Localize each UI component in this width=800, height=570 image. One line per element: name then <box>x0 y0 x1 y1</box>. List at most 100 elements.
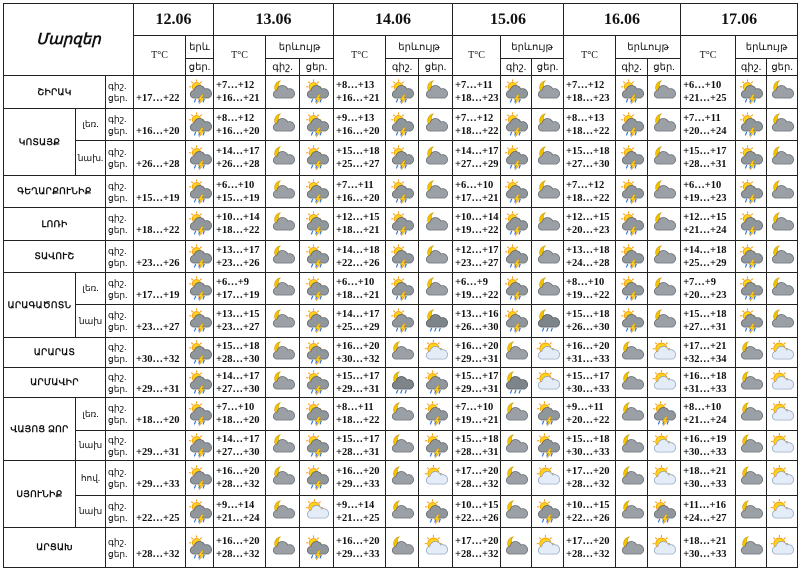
temperature: +7…+12 +18…+22 <box>452 108 502 141</box>
temperature: +15…+18 +26…+30 <box>563 304 617 338</box>
time-labels: գիշ. ցեր. <box>105 272 134 305</box>
icon-part <box>631 213 634 216</box>
icon-part <box>314 480 322 491</box>
time-labels: գիշ. ցեր. <box>105 430 134 461</box>
weather-icon <box>424 369 448 395</box>
icon-part <box>310 554 313 559</box>
icon-part <box>202 230 205 235</box>
temperature: +14…+17 +25…+29 <box>333 304 387 338</box>
temperature-range: +14…+18 <box>336 244 380 256</box>
weather-cell <box>531 304 565 338</box>
temperature-range: +17…+20 <box>566 535 610 547</box>
temperature: +8…+12 +16…+20 <box>213 108 266 141</box>
weather-cell <box>385 397 420 431</box>
icon-part <box>199 147 202 150</box>
icon-part <box>401 147 405 150</box>
temperature-range: +15…+19 <box>136 192 180 204</box>
temperature-range: +6…+10 <box>683 80 722 91</box>
temperature-range: +14…+17 <box>216 146 260 157</box>
weather-cell <box>531 337 565 368</box>
icon-part <box>425 540 448 554</box>
icon-part <box>518 131 521 136</box>
icon-part <box>783 434 786 437</box>
icon-part <box>509 389 513 394</box>
temperature-range: +15…+18 <box>566 146 610 157</box>
icon-part <box>654 85 676 99</box>
icon-part <box>314 258 322 269</box>
temperature-range: +17…+20 <box>455 466 499 477</box>
icon-part <box>202 295 205 300</box>
icon-part <box>392 113 396 116</box>
icon-part <box>197 480 205 491</box>
weather-cell <box>265 397 300 431</box>
icon-part <box>310 452 313 457</box>
temperature-range: +16…+20 <box>455 340 499 352</box>
icon-part <box>399 258 407 269</box>
weather-cell <box>418 527 454 568</box>
icon-part <box>537 117 560 131</box>
icon-part <box>621 85 644 99</box>
icon-part <box>621 504 644 518</box>
date: 14.06 <box>333 3 454 36</box>
icon-part <box>199 213 202 216</box>
temperature-range: +28…+32 <box>216 548 260 560</box>
icon-part <box>190 245 193 248</box>
temperature: +16…+20 +30…+32 <box>333 337 387 368</box>
icon-part <box>515 147 519 150</box>
temperature-range: +28…+31 <box>336 446 380 458</box>
table-head: Մարզեր 12.06 13.06 14.06 15.06 16.06 17.06 T°C ե… <box>3 3 799 76</box>
temperature-range: +29…+31 <box>455 383 499 395</box>
temperature-range: +26…+30 <box>455 322 499 333</box>
icon-part <box>316 341 319 344</box>
weather-icon <box>305 211 329 237</box>
temperature-range: +17…+21 <box>455 192 499 204</box>
icon-part <box>193 420 196 425</box>
icon-part <box>654 249 676 263</box>
time-label: ցեր. <box>108 289 128 300</box>
temperature-range: +23…+26 <box>136 257 180 269</box>
icon-part <box>190 213 193 216</box>
temperature-range: +29…+31 <box>336 383 380 395</box>
icon-part <box>744 295 748 300</box>
icon-part <box>272 471 295 485</box>
temperature: +8…+11 +18…+22 <box>333 397 387 431</box>
weather-icon <box>272 340 295 359</box>
icon-part <box>654 471 676 485</box>
icon-part <box>199 467 202 470</box>
time-labels: գիշ. ցեր. <box>105 527 134 568</box>
icon-part <box>399 193 407 204</box>
weather-cell <box>385 240 420 273</box>
temperature-range: +16…+20 <box>216 125 260 137</box>
temperature-range: +23…+27 <box>216 322 260 333</box>
icon-part <box>744 98 748 103</box>
temperature-range: +15…+18 <box>683 309 727 320</box>
icon-part <box>426 403 429 406</box>
weather-cell <box>418 304 454 338</box>
icon-part <box>401 277 405 280</box>
weather-cell <box>298 75 335 109</box>
temperature-range: +11…+16 <box>683 499 726 511</box>
weather-cell <box>500 337 533 368</box>
icon-part <box>506 81 510 84</box>
temperature: +16…+20 +28…+32 <box>213 460 266 496</box>
time-labels: գիշ. ցեր. <box>105 367 134 398</box>
icon-part <box>772 500 776 503</box>
icon-part <box>395 263 399 268</box>
icon-part <box>742 213 745 216</box>
icon-part <box>392 277 396 280</box>
slot-header: ցեր. <box>647 58 682 76</box>
weather-cell <box>418 272 454 305</box>
icon-part <box>748 226 756 237</box>
time-label: ցեր. <box>108 159 128 169</box>
icon-part <box>634 164 637 169</box>
weather-cell <box>500 367 533 398</box>
icon-part <box>513 226 521 237</box>
weather-icon <box>305 243 329 269</box>
icon-part <box>741 117 764 131</box>
icon-part <box>631 310 634 313</box>
icon-part <box>314 447 322 458</box>
icon-part <box>318 500 321 503</box>
weather-icon <box>770 432 795 452</box>
icon-part <box>272 184 295 198</box>
temperature-range: +7…+9 <box>683 276 717 288</box>
